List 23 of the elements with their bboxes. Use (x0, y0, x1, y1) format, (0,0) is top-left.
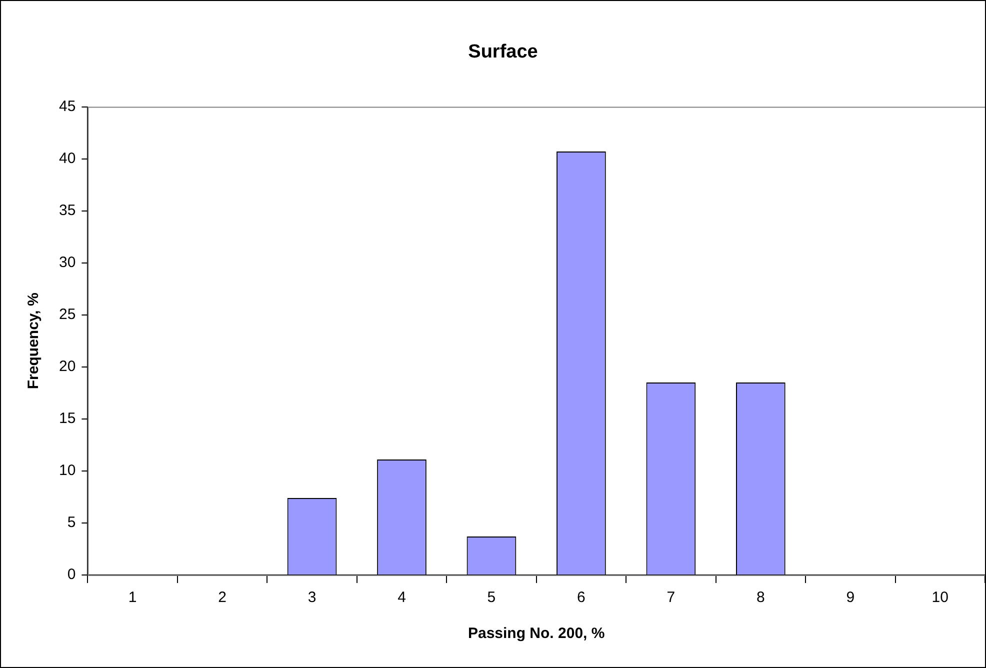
y-tick-label: 30 (58, 254, 76, 272)
y-tick-label: 25 (58, 306, 76, 324)
y-tick-label: 10 (58, 462, 76, 480)
x-tick-label: 1 (128, 589, 137, 606)
x-tick-label: 2 (218, 589, 226, 606)
y-tick-label: 0 (67, 566, 76, 584)
y-tick-label: 20 (58, 358, 76, 376)
x-tick-label: 3 (308, 589, 316, 606)
x-tick-label: 5 (487, 589, 496, 606)
x-tick-label: 6 (577, 589, 586, 606)
y-axis-title: Frequency, % (25, 292, 42, 390)
x-tick-label: 9 (846, 589, 855, 606)
x-tick-label: 8 (756, 589, 765, 606)
x-tick-label: 10 (932, 589, 948, 606)
x-tick-label: 4 (398, 589, 406, 606)
x-tick-label: 7 (666, 589, 676, 606)
x-axis-title: Passing No. 200, % (468, 625, 605, 642)
chart-title: Surface (468, 42, 538, 63)
y-tick-label: 45 (58, 98, 76, 115)
y-tick-label: 40 (58, 150, 76, 167)
y-tick-label: 15 (58, 410, 76, 428)
y-tick-label: 5 (67, 514, 76, 532)
y-tick-label: 35 (58, 202, 76, 219)
